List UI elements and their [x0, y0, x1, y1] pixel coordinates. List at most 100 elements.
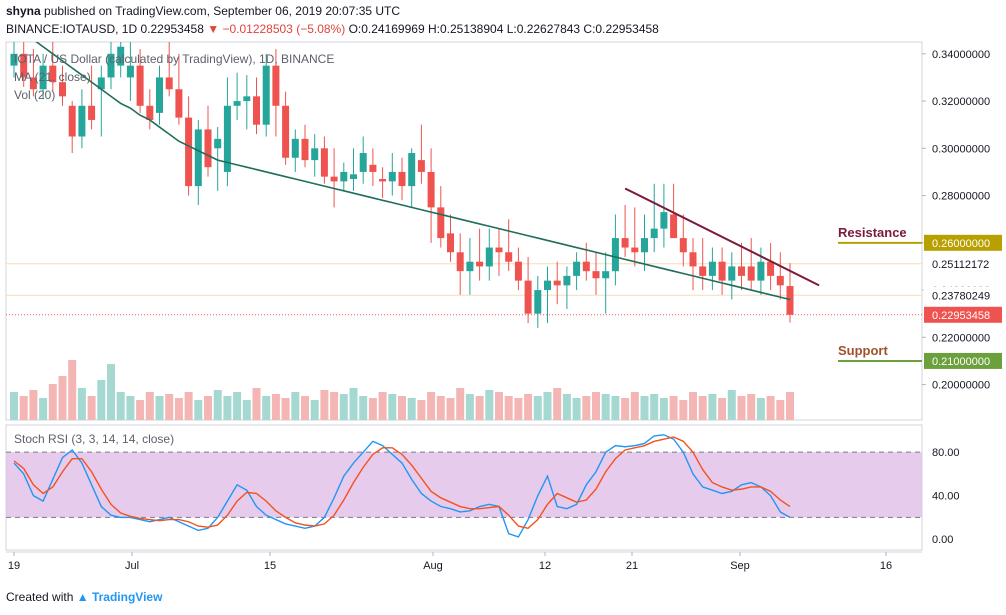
- candle-body: [757, 261, 765, 281]
- volume-bar: [194, 400, 203, 420]
- volume-bar: [659, 398, 668, 420]
- candle-body: [437, 207, 445, 239]
- volume-bar: [630, 392, 639, 420]
- volume-bar: [136, 400, 145, 420]
- price-label-text: 0.26000000: [932, 238, 990, 250]
- candle-body: [456, 252, 464, 272]
- volume-bar: [553, 388, 562, 420]
- volume-bar: [689, 392, 697, 420]
- candle-body: [97, 77, 105, 90]
- volume-bar: [165, 394, 174, 420]
- candle-body: [253, 96, 260, 125]
- price-label-box: [923, 286, 1003, 304]
- candle-body: [514, 261, 522, 281]
- candle-body: [767, 261, 775, 276]
- volume-bar: [77, 388, 86, 420]
- candle-body: [495, 247, 503, 253]
- candle-body: [689, 252, 697, 267]
- volume-bar: [407, 398, 416, 420]
- volume-bar: [378, 392, 387, 420]
- candle-body: [340, 171, 348, 182]
- candle-body: [631, 247, 639, 253]
- volume-bar: [495, 392, 503, 420]
- x-tick-label: Sep: [730, 560, 750, 572]
- tradingview-brand[interactable]: TradingView: [91, 590, 163, 604]
- volume-bar: [698, 396, 707, 420]
- candle-body: [194, 129, 202, 187]
- y-tick-label: 0.22000000: [932, 332, 990, 344]
- volume-bar: [19, 396, 28, 420]
- volume-bar: [650, 394, 659, 420]
- volume-bar: [97, 380, 106, 420]
- publisher-line: shyna published on TradingView.com, Sept…: [6, 4, 400, 18]
- candle-body: [156, 77, 163, 113]
- candle-body: [660, 212, 668, 229]
- candle-body: [786, 286, 794, 315]
- volume-bar: [174, 398, 183, 420]
- publisher-username[interactable]: shyna: [6, 4, 41, 18]
- legend-ma[interactable]: MA (21, close): [14, 70, 91, 84]
- down-arrow-icon: ▼: [207, 22, 220, 36]
- candle-body: [650, 228, 658, 239]
- symbol-line: BINANCE:IOTAUSD, 1D 0.22953458 ▼ −0.0122…: [6, 22, 659, 36]
- volume-bar: [10, 392, 18, 420]
- volume-bar: [727, 390, 736, 420]
- published-text: published on TradingView.com, September …: [44, 4, 401, 18]
- volume-bar: [747, 394, 756, 420]
- candle-body: [718, 261, 726, 281]
- volume-bar: [388, 394, 397, 420]
- resistance-label: Resistance: [838, 225, 907, 240]
- candle-body: [10, 53, 18, 66]
- candle-body: [117, 46, 125, 66]
- candle-body: [185, 117, 193, 187]
- volume-bar: [572, 398, 581, 420]
- candle-body: [602, 271, 610, 279]
- candle-body: [524, 280, 532, 314]
- volume-bar: [514, 398, 523, 420]
- volume-bar: [39, 398, 48, 420]
- volume-bar: [48, 384, 57, 420]
- y-tick-label: 0.28000000: [932, 191, 990, 203]
- legend-title[interactable]: IOTA / US Dollar (calculated by TradingV…: [14, 52, 335, 66]
- candle-body: [388, 171, 396, 182]
- volume-bar: [786, 392, 794, 420]
- volume-bar: [116, 392, 125, 420]
- candle-body: [621, 238, 629, 248]
- candle-body: [107, 53, 115, 78]
- support-label: Support: [838, 343, 888, 358]
- candle-body: [670, 214, 678, 239]
- candle-body: [553, 280, 561, 286]
- volume-bar: [446, 398, 455, 420]
- legend-stoch[interactable]: Stoch RSI (3, 3, 14, 14, close): [14, 432, 175, 446]
- legend-vol[interactable]: Vol (20): [14, 88, 56, 102]
- volume-bar: [301, 396, 309, 420]
- volume-bar: [592, 392, 600, 420]
- volume-bar: [155, 396, 164, 420]
- x-tick-label: 12: [539, 560, 551, 572]
- chart-area[interactable]: 0.200000000.220000000.240000000.26000000…: [0, 40, 1006, 585]
- candle-body: [272, 65, 280, 106]
- volume-bar: [524, 394, 533, 420]
- candle-body: [204, 129, 212, 168]
- candle-body: [136, 65, 144, 106]
- volume-bar: [562, 394, 571, 420]
- y-tick-label: 0.32000000: [932, 96, 990, 108]
- candle-body: [427, 171, 435, 208]
- volume-bar: [737, 396, 746, 420]
- volume-bar: [29, 390, 38, 420]
- volume-bar: [359, 396, 368, 420]
- candle-body: [476, 261, 484, 267]
- volume-bar: [242, 400, 251, 420]
- candle-body: [39, 65, 47, 90]
- candle-body: [379, 179, 387, 182]
- price-label-text: 0.22953458: [932, 310, 990, 322]
- price-label-text: 0.21000000: [932, 356, 990, 368]
- candle-body: [282, 105, 290, 158]
- volume-bar: [223, 396, 232, 420]
- candle-body: [49, 65, 57, 83]
- candle-body: [175, 89, 183, 118]
- ticker-text: BINANCE:IOTAUSD, 1D 0.22953458: [6, 22, 204, 36]
- candle-body: [573, 261, 581, 276]
- candle-body: [534, 290, 542, 314]
- candle-body: [738, 266, 745, 276]
